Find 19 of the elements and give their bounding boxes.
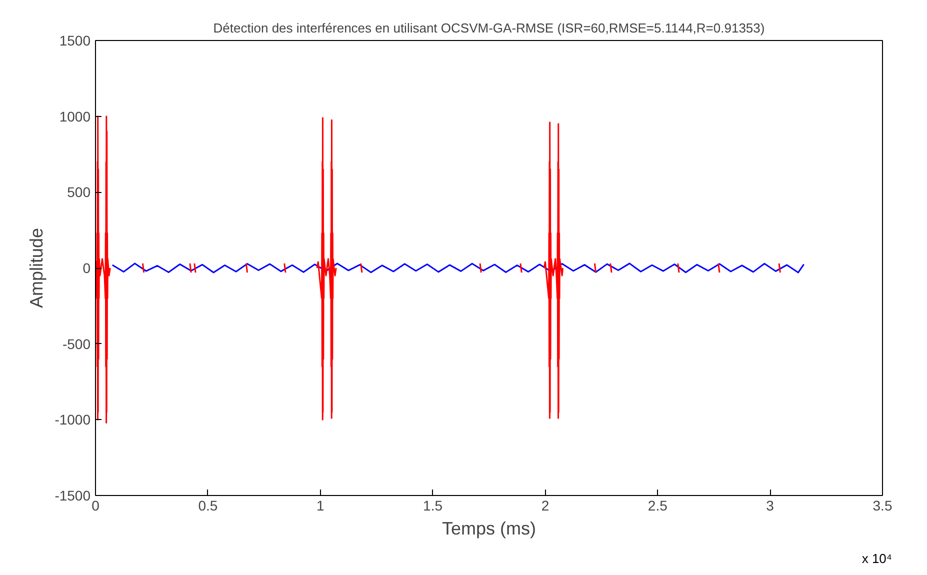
y-tick-label: 1500 bbox=[59, 32, 91, 48]
y-tick-label: 1000 bbox=[59, 108, 91, 124]
line-series bbox=[112, 262, 805, 274]
y-tick-label: -500 bbox=[62, 336, 91, 352]
x-tick-label: 0.5 bbox=[198, 498, 218, 514]
chart-title: Détection des interférences en utilisant OCSVM-GA-RMSE (ISR=60,RMSE=5.1144,R=0.91353) bbox=[213, 20, 765, 36]
y-tick-label: -1000 bbox=[54, 412, 91, 428]
y-tick-label: 0 bbox=[82, 260, 91, 276]
x-tick-label: 2.5 bbox=[648, 498, 668, 514]
x-tick-label: 2 bbox=[541, 498, 550, 514]
text: x 10⁴ bbox=[862, 550, 892, 568]
x-tick-label: 1 bbox=[316, 498, 324, 514]
y-tick-label: 500 bbox=[67, 184, 91, 200]
y-tick-label: -1500 bbox=[54, 488, 91, 504]
y-axis-title: Amplitude bbox=[26, 228, 47, 308]
x-axis-title: Temps (ms) bbox=[442, 518, 536, 538]
x-tick-label: 3 bbox=[766, 498, 774, 514]
x-tick-label: 3.5 bbox=[872, 498, 892, 514]
x-tick-label: 1.5 bbox=[423, 498, 443, 514]
